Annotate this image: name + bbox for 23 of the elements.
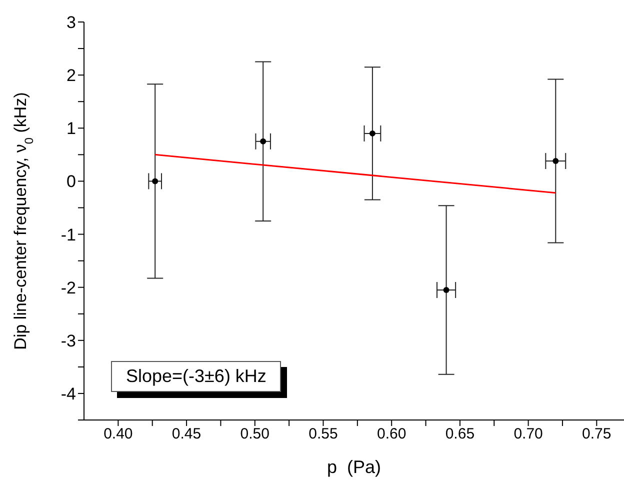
y-tick-label: -3 [60,331,76,350]
y-tick-label: 0 [66,172,76,192]
y-tick-label: 2 [66,66,76,86]
x-tick-label: 0.75 [582,426,612,443]
x-tick-label: 0.40 [104,426,133,443]
y-tick-label: -2 [60,278,76,298]
point [152,178,158,184]
point [260,138,266,144]
point [552,158,559,164]
y-tick-label: 1 [66,119,76,138]
x-tick-label: 0.70 [514,426,543,443]
annotation: Slope=(-3±6) kHz [111,361,282,392]
x-tick-label: 0.65 [445,426,475,443]
y-tick-label: 3 [66,13,76,32]
point [443,286,450,293]
x-tick-label: 0.55 [308,426,338,443]
y-tick-label: -4 [60,384,76,404]
x-tick-label: 0.60 [376,426,406,443]
x-tick-label: 0.45 [172,426,202,443]
x-tick-label: 0.50 [240,426,270,443]
y-tick-label: -1 [60,225,76,244]
x-axis-title: p (Pa) [326,457,382,477]
point [369,130,376,136]
